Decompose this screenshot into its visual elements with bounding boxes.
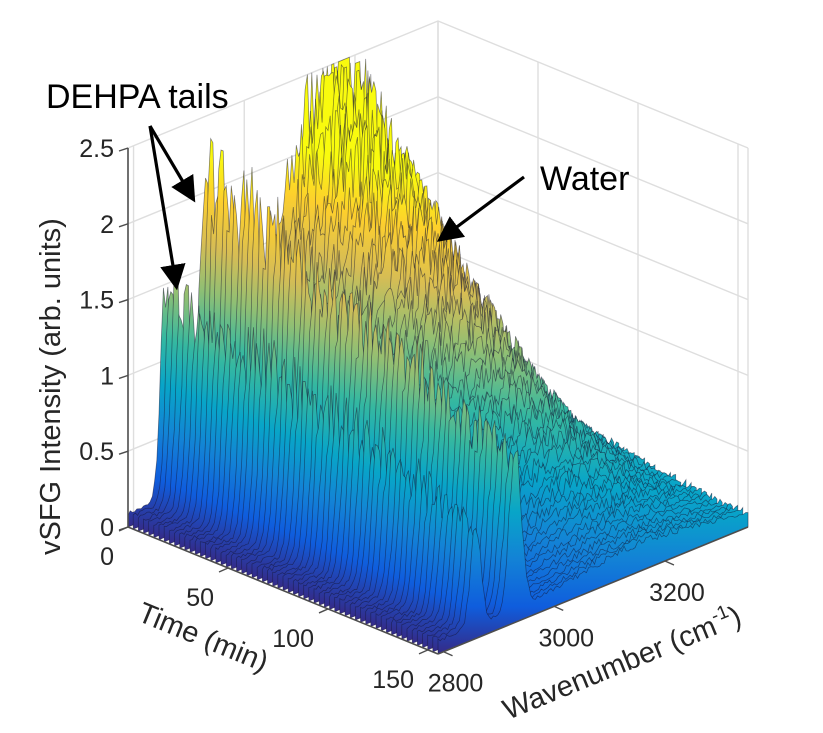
wavenumber-tick [443,651,453,657]
z-tick-label: 2.5 [79,135,114,163]
arrow-dehpa-2 [148,125,196,203]
wavenumber-axis-line [437,526,749,655]
y-axis-title: Wavenumber (cm-1) [497,598,746,727]
y-axis-title-sup: -1 [708,601,732,627]
tick-labels: 0 0.5 1 1.5 2 2.5 0 50 100 150 2800 3000 3200 [79,135,705,698]
wavenumber-tick-label: 3200 [649,579,705,607]
arrow-dehpa-1 [148,125,186,291]
arrow-water [436,175,525,242]
time-axis-line [127,526,439,655]
z-tick [118,374,129,380]
annotations: DEHPA tails Water [46,78,629,291]
annotation-dehpa-tails: DEHPA tails [46,78,229,116]
z-tick [118,450,129,455]
z-tick-label: 1.5 [79,287,114,315]
time-tick [118,526,129,532]
wavenumber-tick [553,605,564,612]
surface-mesh [127,56,749,655]
y-axis-title-base: Wavenumber (cm [499,610,722,726]
annotation-water: Water [540,160,629,198]
z-tick [118,298,129,304]
z-tick-label: 0.5 [79,438,114,466]
z-tick [118,223,129,228]
z-tick-label: 1 [100,362,114,390]
time-tick [418,649,429,655]
wavenumber-tick [664,560,675,566]
time-tick-label: 0 [100,543,114,571]
axes [118,147,749,657]
time-tick-label: 50 [186,584,214,612]
z-axis-title: vSFG Intensity (arb. units) [35,218,67,555]
time-tick-label: 150 [372,666,414,694]
z-tick-label: 0 [100,514,114,542]
surface-slice [437,449,749,655]
z-tick [118,147,129,152]
wavenumber-tick-label: 2800 [428,670,484,698]
time-tick-label: 100 [272,625,314,653]
wavenumber-tick-label: 3000 [538,624,594,652]
time-tick [318,608,329,614]
z-tick-label: 2 [100,211,114,239]
svg-text:Wavenumber (cm-1): Wavenumber (cm-1) [497,598,746,727]
time-tick [218,567,229,573]
